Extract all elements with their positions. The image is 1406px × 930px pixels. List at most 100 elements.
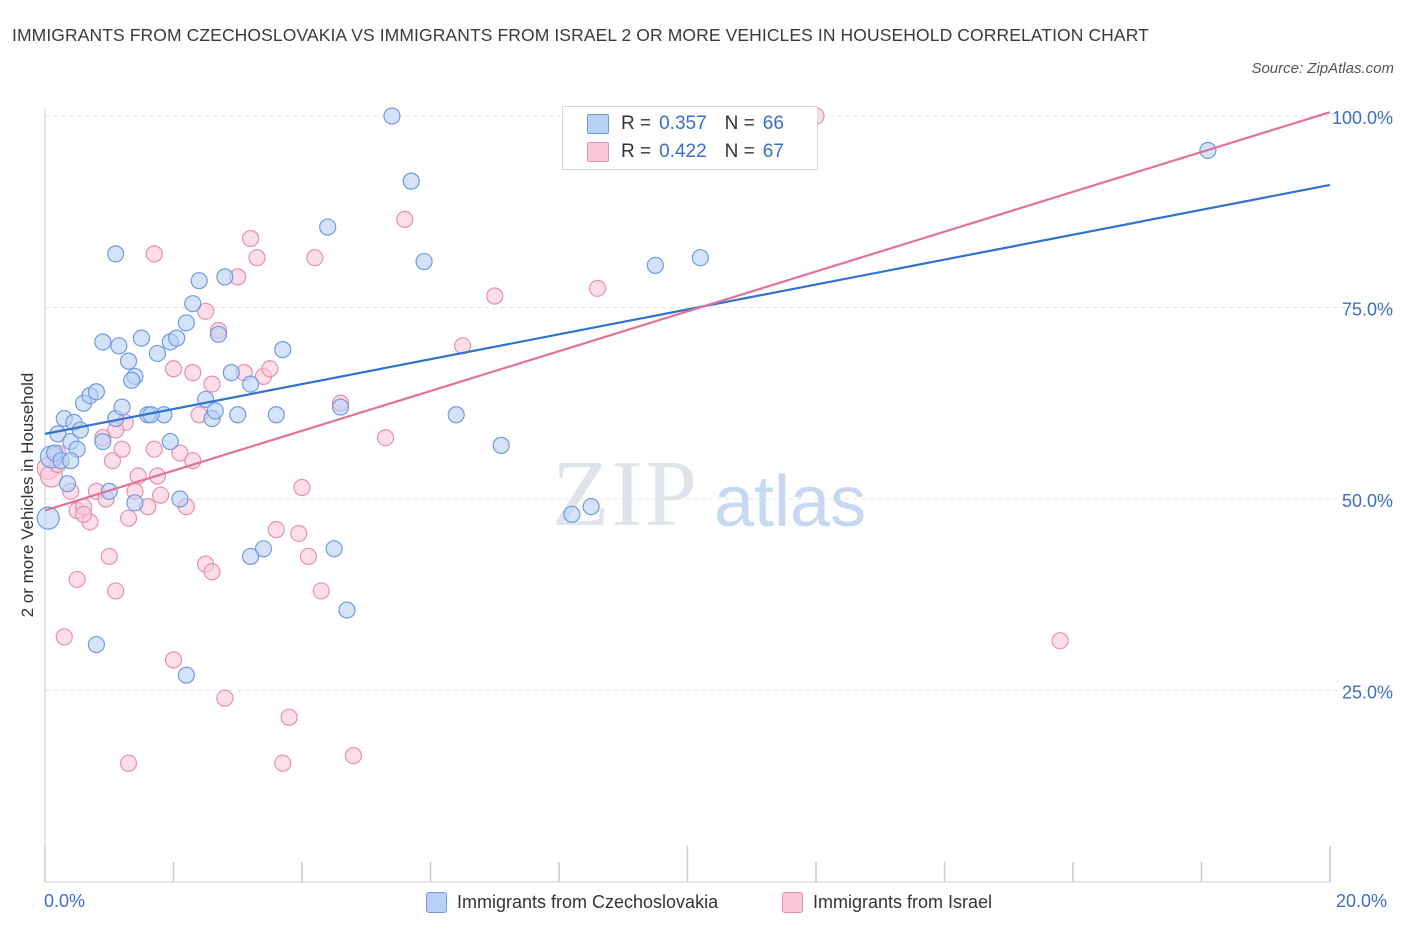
- bottom-legend-label-israel: Immigrants from Israel: [813, 891, 993, 912]
- israel-point: [100, 547, 118, 566]
- israel-point: [344, 747, 362, 765]
- czech-point: [331, 398, 350, 416]
- czech-point: [319, 218, 337, 236]
- israel-point: [588, 279, 607, 297]
- czech-point: [87, 635, 106, 654]
- gridlines: [45, 115, 1393, 691]
- israel-point: [248, 249, 266, 267]
- legend-swatch-czech: [587, 114, 609, 134]
- czech-point: [402, 172, 420, 190]
- czech-point: [171, 490, 189, 508]
- czech-point: [582, 498, 600, 516]
- czech-point: [646, 256, 664, 274]
- czech-point: [94, 333, 112, 351]
- czech-point: [415, 252, 433, 271]
- legend-n-value: 67: [762, 141, 784, 162]
- israel-point: [164, 360, 183, 378]
- israel-point: [55, 628, 73, 646]
- legend-r-label: R =: [621, 141, 652, 162]
- czech-point: [123, 371, 141, 389]
- y-tick-label: 100.0%: [1332, 108, 1393, 128]
- israel-point: [242, 229, 260, 248]
- czech-point: [206, 402, 224, 420]
- watermark-zip: ZIP: [552, 442, 699, 546]
- trend-lines: [44, 111, 1331, 512]
- czech-point: [447, 406, 465, 424]
- correlation-legend: R = 0.357 N = 66 R = 0.422 N = 67: [562, 106, 818, 170]
- bottom-legend-swatch-czech: [426, 891, 447, 913]
- legend-n-label: N =: [724, 141, 755, 162]
- czech-point: [222, 364, 240, 382]
- israel-point: [184, 364, 202, 382]
- czech-point: [254, 540, 273, 558]
- czech-point: [110, 337, 128, 355]
- israel-point: [376, 429, 395, 447]
- israel-point: [203, 563, 221, 581]
- israel-point: [267, 521, 285, 539]
- czech-point: [274, 341, 292, 359]
- israel-point: [299, 547, 318, 566]
- czech-point: [492, 436, 510, 454]
- czech-point: [132, 329, 150, 347]
- bottom-legend-czech: Immigrants from Czechoslovakia: [426, 889, 718, 915]
- czech-point: [177, 314, 195, 332]
- israel-point: [119, 754, 138, 772]
- israel-point: [184, 452, 202, 470]
- legend-r-label: R =: [621, 113, 652, 134]
- bottom-legend-israel: Immigrants from Israel: [782, 889, 992, 915]
- israel-point: [280, 708, 298, 726]
- watermark-atlas: atlas: [714, 462, 866, 542]
- series-czech-points: [36, 107, 1217, 684]
- y-axis-label: 2 or more Vehicles in Household: [18, 372, 37, 618]
- czech-point: [119, 352, 138, 370]
- legend-r-value: 0.422: [659, 141, 707, 162]
- israel-point: [113, 440, 131, 458]
- legend-row-czech: R = 0.357 N = 66: [587, 111, 784, 137]
- czech-point: [62, 452, 80, 470]
- legend-n-value: 66: [762, 113, 784, 134]
- source-note: Source: ZipAtlas.com: [1251, 60, 1394, 77]
- israel-point: [107, 582, 125, 600]
- czech-point: [168, 329, 186, 347]
- israel-point: [145, 245, 163, 263]
- czech-point: [107, 245, 125, 263]
- israel-point: [152, 486, 170, 504]
- czech-point: [36, 506, 60, 530]
- israel-point: [293, 478, 311, 497]
- israel-point: [274, 754, 292, 772]
- czech-point: [113, 398, 131, 416]
- czech-point: [148, 344, 167, 363]
- bottom-legend-swatch-israel: [782, 891, 803, 913]
- israel-point: [103, 452, 122, 470]
- czech-point: [338, 601, 356, 619]
- czech-trend-line: [44, 183, 1331, 435]
- israel-point: [119, 509, 138, 527]
- czech-point: [229, 406, 247, 424]
- czech-point: [87, 383, 106, 401]
- y-tick-label: 50.0%: [1342, 491, 1393, 511]
- legend-r-value: 0.357: [659, 113, 707, 134]
- israel-point: [171, 444, 189, 462]
- x-tick-label-min: 0.0%: [44, 891, 86, 911]
- israel-point: [312, 582, 330, 600]
- israel-trend-line: [44, 111, 1331, 512]
- israel-point: [145, 440, 163, 458]
- israel-point: [197, 302, 215, 320]
- czech-point: [190, 272, 208, 290]
- y-tick-label: 25.0%: [1342, 683, 1393, 703]
- legend-row-israel: R = 0.422 N = 67: [587, 139, 784, 165]
- y-tick-label: 75.0%: [1342, 300, 1393, 320]
- bottom-legend-label-czech: Immigrants from Czechoslovakia: [457, 891, 719, 912]
- czech-point: [184, 295, 202, 313]
- x-tick-label-max: 20.0%: [1336, 891, 1388, 911]
- israel-point: [216, 689, 234, 707]
- czech-point: [216, 268, 234, 286]
- czech-point: [242, 547, 260, 566]
- israel-point: [68, 570, 86, 589]
- czech-point: [177, 666, 195, 684]
- czech-point: [563, 505, 581, 523]
- czech-point: [71, 421, 89, 439]
- israel-point: [1051, 632, 1069, 650]
- israel-point: [203, 375, 221, 393]
- israel-point: [306, 249, 324, 267]
